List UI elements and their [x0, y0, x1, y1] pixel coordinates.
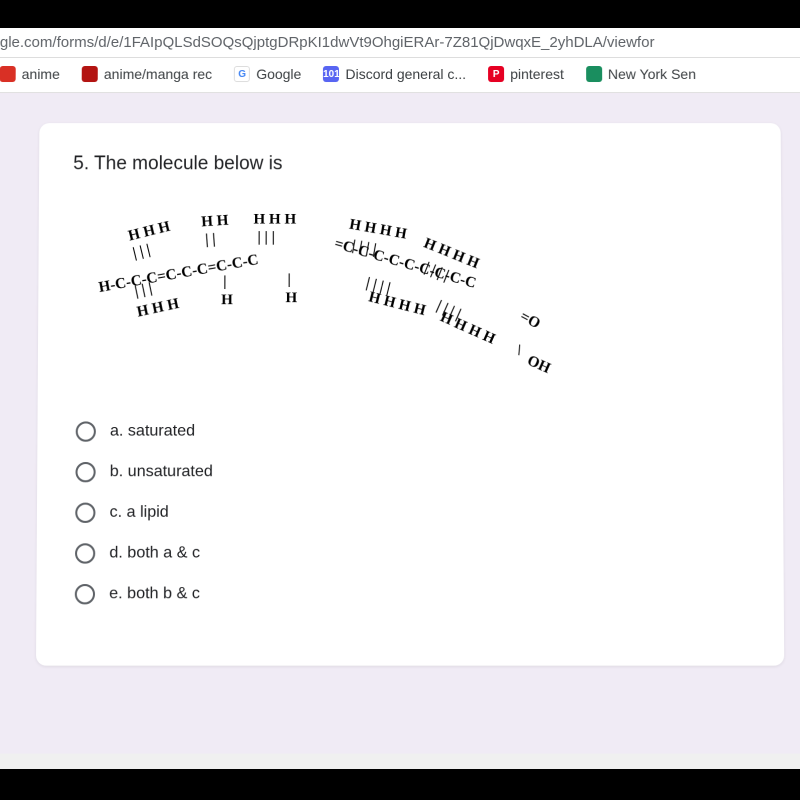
bookmark-label: pinterest — [510, 66, 564, 82]
bookmark-icon — [0, 66, 16, 82]
molecule-text: H — [221, 292, 233, 309]
bookmark-label: anime — [22, 66, 60, 82]
bookmark-item[interactable]: G Google — [234, 66, 301, 82]
molecule-text: | — [287, 272, 290, 289]
molecule-text: | | — [205, 231, 217, 249]
bookmark-item[interactable]: anime — [0, 66, 60, 82]
question-card: 5. The molecule below is H H H H H H H H H … — [36, 123, 784, 666]
molecule-text: =O — [517, 308, 543, 333]
radio-button[interactable] — [75, 584, 95, 604]
molecule-text: H — [285, 290, 297, 307]
radio-button[interactable] — [75, 543, 95, 563]
bookmark-icon: G — [234, 66, 250, 82]
content-area: 5. The molecule below is H H H H H H H H H … — [0, 93, 800, 754]
molecule-text: | | | — [257, 230, 275, 247]
bookmark-item[interactable]: 101 Discord general c... — [323, 66, 466, 82]
molecule-text: | | | — [133, 280, 154, 300]
option-row[interactable]: b. unsaturated — [75, 462, 748, 482]
bookmark-item[interactable]: New York Sen — [586, 66, 696, 82]
molecule-text: H H H H — [367, 289, 428, 320]
browser-screen: gle.com/forms/d/e/1FAIpQLSdSOQsQjptgDRpK… — [0, 28, 800, 769]
bookmark-item[interactable]: anime/manga rec — [82, 66, 212, 82]
option-row[interactable]: a. saturated — [76, 421, 749, 441]
radio-button[interactable] — [75, 503, 95, 523]
question-title: 5. The molecule below is — [73, 153, 747, 175]
bookmark-label: New York Sen — [608, 66, 696, 82]
molecule-text: H H H — [127, 219, 172, 246]
option-label: d. both a & c — [109, 544, 200, 562]
molecule-text: H H H — [253, 211, 296, 228]
radio-button[interactable] — [76, 421, 96, 441]
bookmarks-bar: anime anime/manga rec G Google 101 Discord ge… — [0, 58, 800, 93]
bookmark-icon — [586, 66, 602, 82]
bookmark-icon: 101 — [323, 66, 339, 82]
molecule-text: H H — [201, 213, 229, 232]
molecule-text: OH — [524, 353, 552, 378]
molecule-diagram: H H HH HH H HH H H HH H H H| | || || | |… — [92, 203, 575, 395]
bookmark-label: Discord general c... — [345, 66, 466, 82]
url-bar[interactable]: gle.com/forms/d/e/1FAIpQLSdSOQsQjptgDRpK… — [0, 28, 800, 58]
bookmark-icon: P — [488, 66, 504, 82]
bookmark-label: Google — [256, 66, 301, 82]
option-label: b. unsaturated — [110, 463, 213, 481]
option-row[interactable]: d. both a & c — [75, 543, 749, 563]
molecule-text: | | | — [131, 242, 152, 263]
bookmark-icon — [82, 66, 98, 82]
option-label: c. a lipid — [110, 504, 169, 522]
bookmark-label: anime/manga rec — [104, 66, 212, 82]
option-label: e. both b & c — [109, 585, 200, 603]
options-list: a. saturated b. unsaturated c. a lipid d. b… — [75, 421, 750, 604]
option-label: a. saturated — [110, 422, 195, 440]
molecule-text: | — [223, 274, 226, 291]
option-row[interactable]: c. a lipid — [75, 503, 749, 523]
molecule-text: H H H H — [437, 309, 497, 348]
option-row[interactable]: e. both b & c — [75, 584, 750, 604]
molecule-text: \ — [513, 342, 524, 359]
molecule-text: H H H — [135, 296, 180, 322]
molecule-text: H-C-C-C=C-C-C=C-C-C — [97, 252, 259, 297]
bookmark-item[interactable]: Ppinterest — [488, 66, 564, 82]
radio-button[interactable] — [75, 462, 95, 482]
